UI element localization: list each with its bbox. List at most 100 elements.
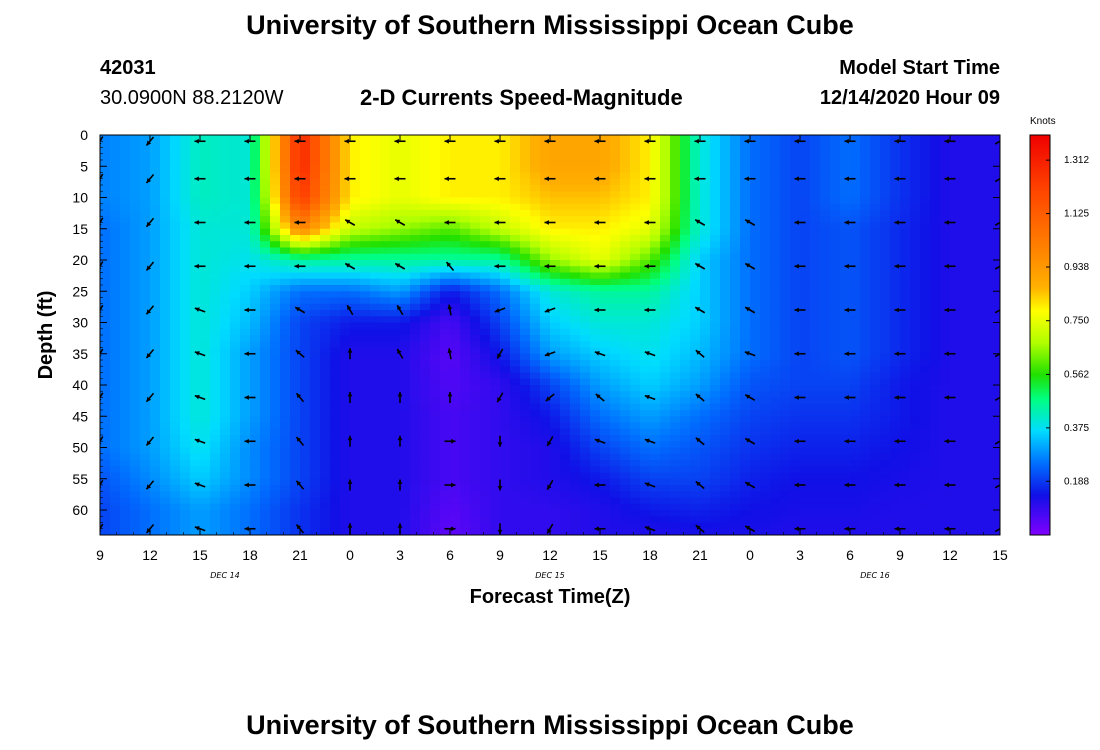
heat-cell: [240, 216, 251, 224]
heat-cell: [360, 210, 371, 217]
heat-cell: [650, 291, 661, 299]
heat-cell: [860, 266, 871, 274]
heat-cell: [240, 166, 251, 174]
heat-cell: [900, 466, 911, 474]
heat-cell: [400, 135, 411, 142]
heat-cell: [440, 335, 451, 342]
heat-cell: [260, 385, 271, 392]
heat-cell: [170, 328, 181, 336]
heat-cell: [340, 410, 351, 417]
heat-cell: [510, 253, 521, 261]
heat-cell: [610, 241, 621, 249]
heat-cell: [890, 247, 901, 255]
heat-cell: [250, 328, 261, 336]
heat-cell: [600, 366, 611, 374]
heat-cell: [650, 360, 661, 367]
heat-cell: [560, 278, 571, 286]
heat-cell: [580, 228, 591, 236]
heat-cell: [270, 197, 281, 205]
heat-cell: [490, 153, 501, 161]
heat-cell: [120, 222, 131, 230]
heat-cell: [170, 210, 181, 217]
heat-cell: [710, 153, 721, 161]
heat-cell: [430, 303, 441, 311]
heat-cell: [880, 460, 891, 467]
heat-cell: [820, 185, 831, 192]
heat-cell: [670, 210, 681, 217]
heat-cell: [110, 353, 121, 361]
heat-cell: [430, 366, 441, 374]
heat-cell: [290, 266, 301, 274]
heat-cell: [630, 410, 641, 417]
heat-cell: [590, 397, 601, 405]
heat-cell: [120, 378, 131, 386]
heat-cell: [270, 222, 281, 230]
heat-cell: [460, 441, 471, 449]
heat-cell: [130, 247, 141, 255]
heat-cell: [710, 135, 721, 142]
heat-cell: [340, 335, 351, 342]
heat-cell: [120, 203, 131, 211]
heat-cell: [860, 391, 871, 399]
heat-cell: [940, 291, 951, 299]
heat-cell: [400, 422, 411, 430]
heat-cell: [130, 435, 141, 442]
heat-cell: [750, 297, 761, 305]
heat-cell: [890, 391, 901, 399]
heat-cell: [680, 160, 691, 167]
heat-cell: [990, 372, 1000, 380]
heat-cell: [800, 228, 811, 236]
heat-cell: [570, 191, 581, 199]
heat-cell: [710, 347, 721, 355]
heat-cell: [290, 272, 301, 280]
heat-cell: [500, 385, 511, 392]
heat-cell: [930, 397, 941, 405]
heat-cell: [470, 166, 481, 174]
heat-cell: [710, 378, 721, 386]
heat-cell: [810, 222, 821, 230]
heat-cell: [250, 228, 261, 236]
heat-cell: [680, 341, 691, 349]
heat-cell: [950, 353, 961, 361]
heat-cell: [840, 216, 851, 224]
heat-cell: [370, 160, 381, 167]
heat-cell: [910, 366, 921, 374]
heat-cell: [990, 453, 1000, 461]
heat-cell: [170, 235, 181, 242]
heat-cell: [720, 166, 731, 174]
heat-cell: [590, 253, 601, 261]
heat-cell: [130, 147, 141, 155]
heat-cell: [540, 428, 551, 436]
heat-cell: [640, 272, 651, 280]
heat-cell: [830, 322, 841, 330]
heat-cell: [280, 453, 291, 461]
heat-cell: [830, 235, 841, 242]
heat-cell: [160, 310, 171, 317]
heat-cell: [140, 328, 151, 336]
heat-cell: [520, 422, 531, 430]
heat-cell: [900, 147, 911, 155]
heat-cell: [900, 222, 911, 230]
heat-cell: [780, 447, 791, 455]
heat-cell: [810, 322, 821, 330]
heat-cell: [330, 341, 341, 349]
heat-cell: [950, 472, 961, 480]
heat-cell: [470, 416, 481, 424]
heat-cell: [320, 278, 331, 286]
heat-cell: [400, 466, 411, 474]
heat-cell: [990, 397, 1000, 405]
heat-cell: [910, 466, 921, 474]
heat-cell: [270, 278, 281, 286]
heat-cell: [910, 472, 921, 480]
heat-cell: [320, 203, 331, 211]
heat-cell: [910, 447, 921, 455]
heat-cell: [270, 272, 281, 280]
heat-cell: [500, 153, 511, 161]
heat-cell: [100, 353, 111, 361]
heat-cell: [100, 478, 111, 486]
heat-cell: [730, 372, 741, 380]
heat-cell: [250, 203, 261, 211]
heat-cell: [350, 160, 361, 167]
heat-cell: [490, 191, 501, 199]
heat-cell: [490, 460, 501, 467]
